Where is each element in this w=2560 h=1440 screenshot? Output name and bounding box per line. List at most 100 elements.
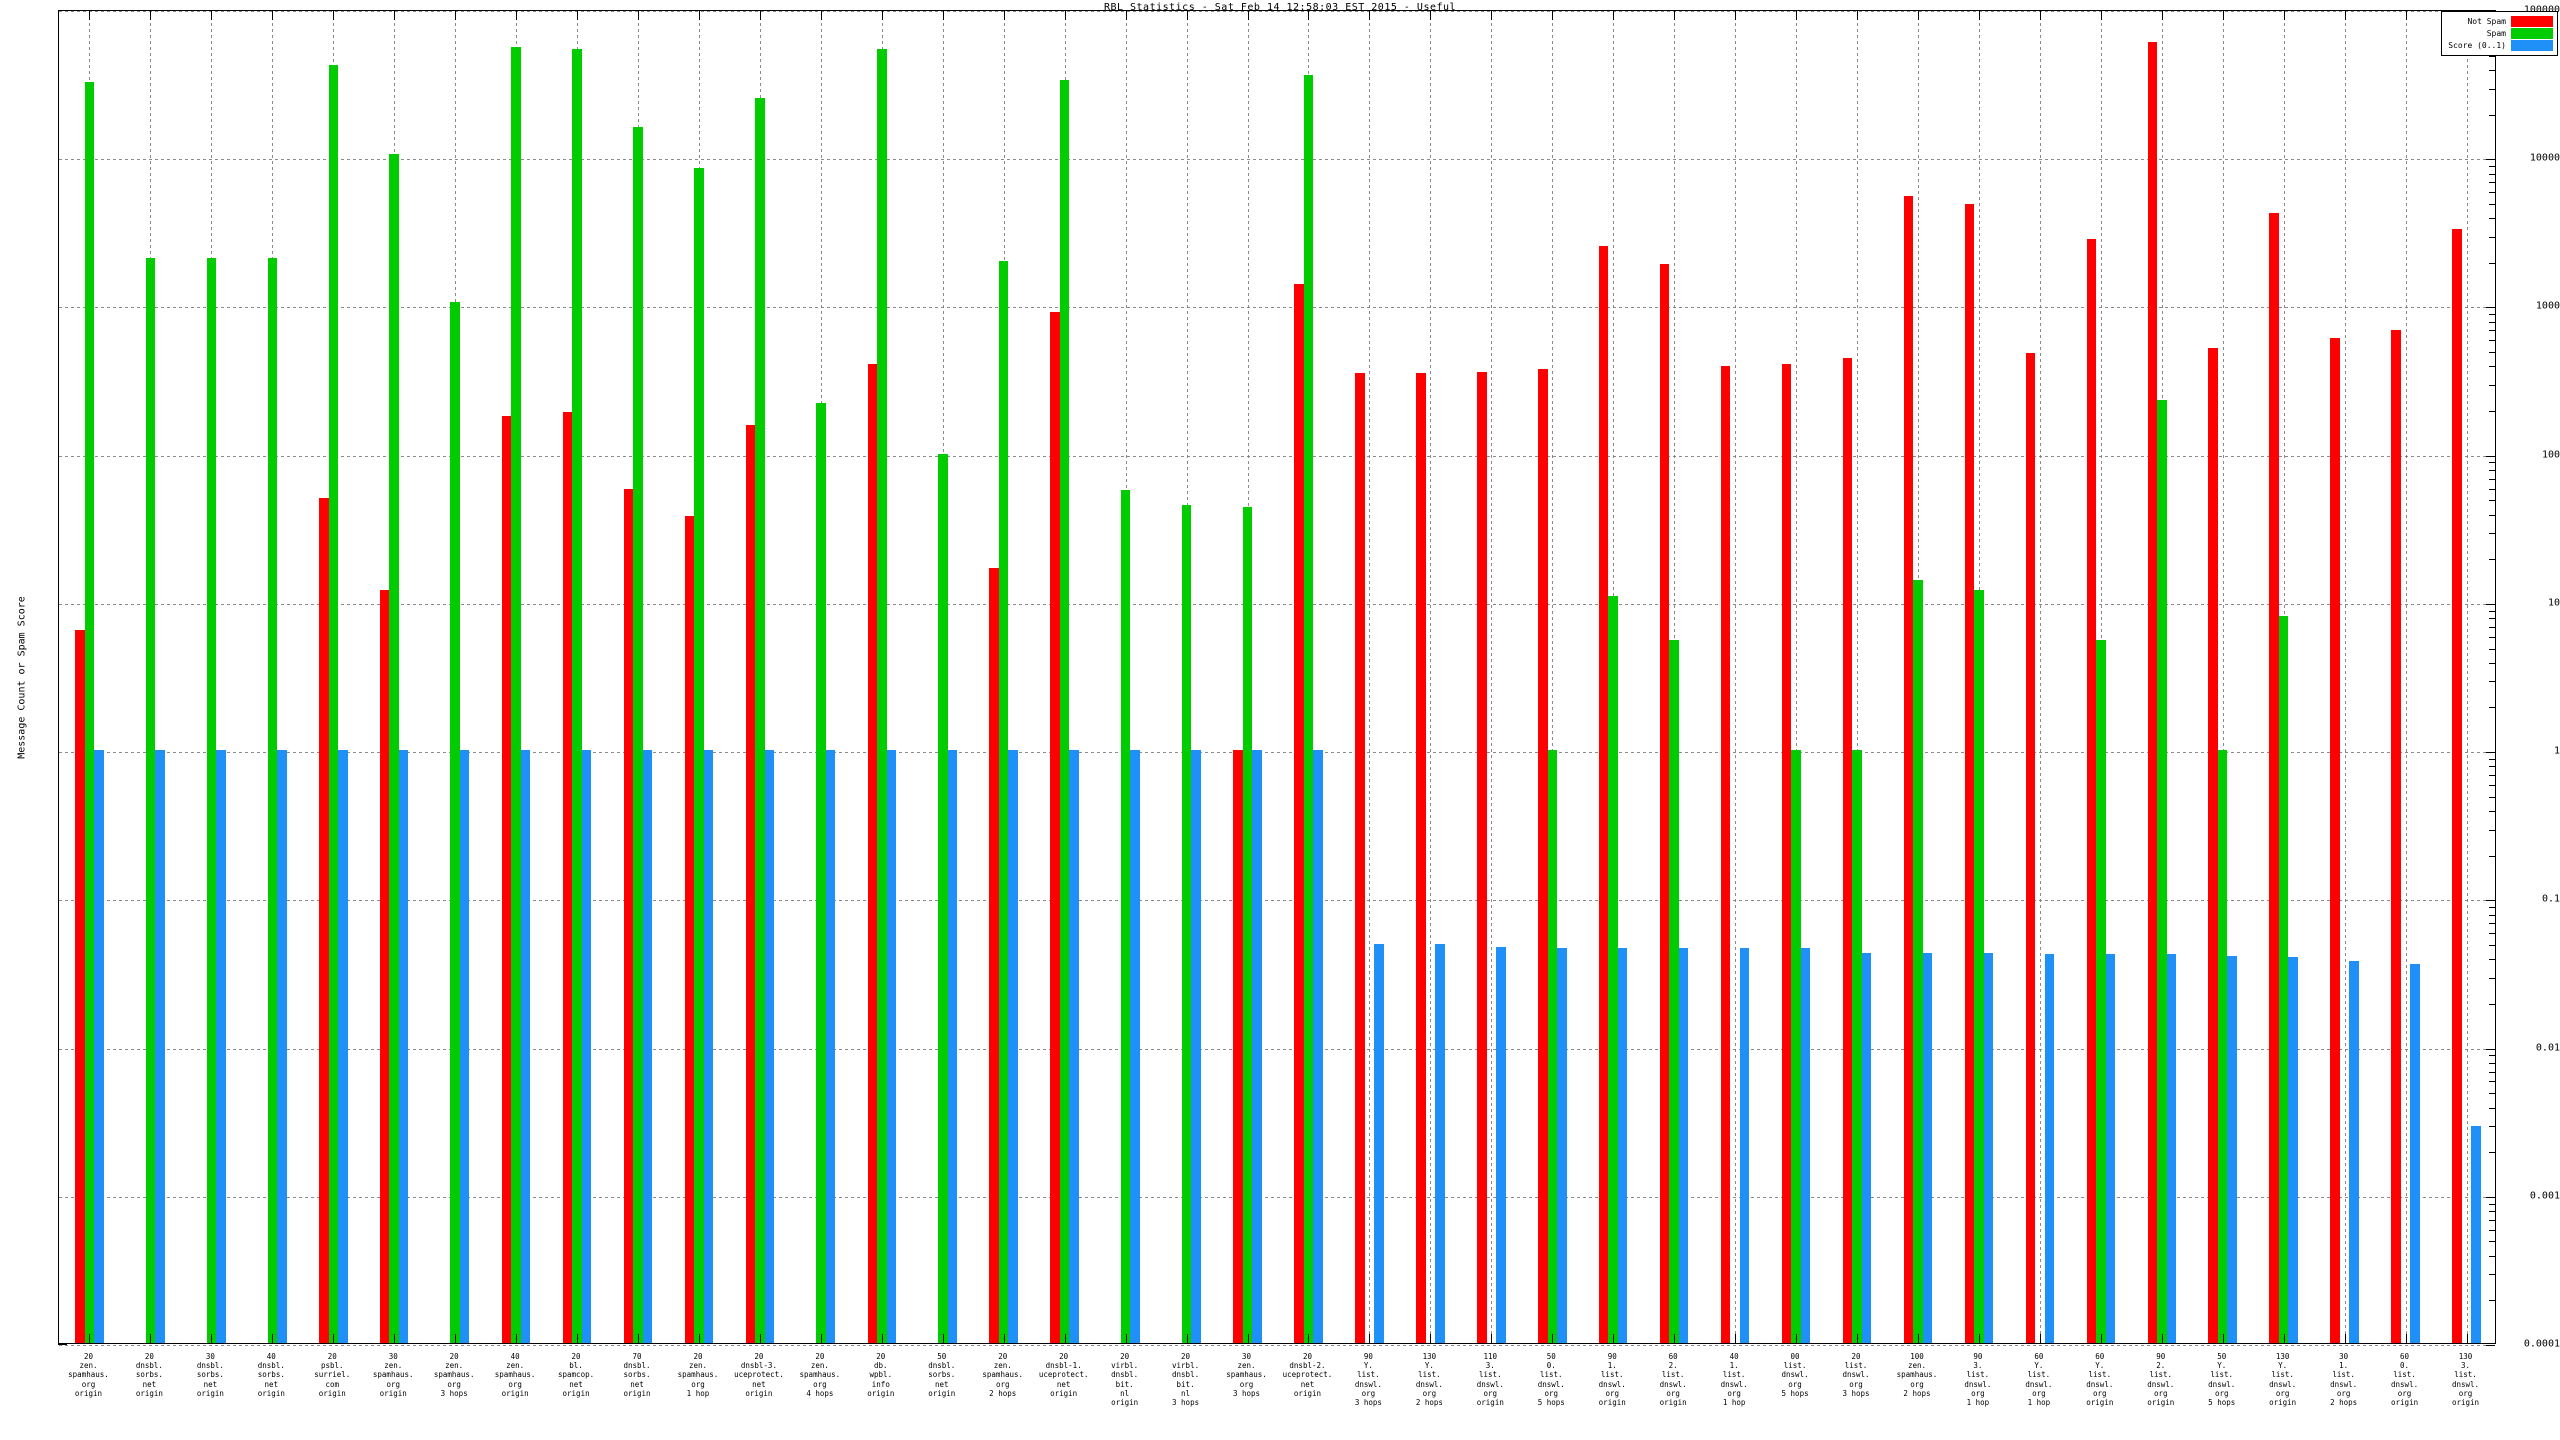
bar-not-spam [623,488,634,1343]
x-tick-mark-top [2162,11,2163,20]
x-tick-label: 130 Y. list. dnswl. org origin [2269,1352,2297,1408]
bar-score [1374,944,1384,1343]
x-tick-mark [760,1334,761,1343]
x-tick-mark-top [1491,11,1492,20]
bar-spam [84,82,95,1343]
bar-not-spam [2391,330,2401,1343]
v-grid-line [2467,11,2468,1343]
legend-swatch-not-spam [2511,16,2553,27]
v-grid-line [1735,11,1736,1343]
y-minor-tick-right [2489,1219,2495,1221]
x-tick-mark [1430,1334,1431,1343]
x-tick-mark-top [89,11,90,20]
h-grid-line [59,455,2495,457]
x-tick-mark-top [2345,11,2346,20]
x-tick-mark [2223,1334,2224,1343]
bar-not-spam [1050,312,1060,1343]
x-tick-mark [1674,1334,1675,1343]
x-tick-mark [2040,1334,2041,1343]
bar-score [825,750,836,1343]
legend-swatch-score [2511,40,2553,51]
y-minor-tick-right [2489,533,2495,535]
bar-spam [1181,505,1192,1343]
bar-not-spam [1538,369,1548,1343]
h-grid-line [59,307,2495,309]
x-tick-mark [2406,1334,2407,1343]
bar-spam [755,98,765,1343]
bar-not-spam [2452,228,2462,1343]
x-tick-mark-top [1979,11,1980,20]
x-tick-mark [1552,1334,1553,1343]
y-minor-tick-right [2489,907,2495,909]
bar-not-spam [1598,246,1609,1343]
bar-spam [389,154,399,1343]
y-minor-tick-right [2489,707,2495,709]
bar-score [1922,952,1933,1343]
y-tick-mark-right [2486,159,2495,161]
v-grid-line [2406,11,2407,1343]
bar-score [886,750,897,1343]
h-grid-line [59,159,2495,161]
bar-score [703,750,714,1343]
x-tick-mark [2345,1334,2346,1343]
y-minor-tick-right [2489,321,2495,323]
y-tick-mark-right [2486,1196,2495,1198]
bar-spam [1852,750,1862,1343]
x-tick-mark-top [1187,11,1188,20]
x-tick-mark [943,1334,944,1343]
bar-not-spam [379,590,390,1343]
x-tick-mark-top [1674,11,1675,20]
x-tick-label: 20 zen. spamhaus. org origin [68,1352,109,1398]
y-tick-label: 1 [2553,745,2560,757]
legend-label-spam: Spam [2486,29,2506,38]
x-tick-mark-top [2223,11,2224,20]
bar-score [1313,750,1323,1343]
h-grid-line [59,900,2495,902]
x-tick-mark [638,1334,639,1343]
x-tick-label: 30 1. list. dnswl. org 2 hops [2330,1352,2358,1408]
bar-spam [2096,640,2106,1343]
x-tick-label: 20 virbl. dnsbl. bit. nl 3 hops [1172,1352,1200,1408]
bar-score [216,750,226,1343]
y-tick-mark [58,1344,67,1345]
bar-spam [145,257,156,1343]
y-tick-mark-right [2486,1048,2495,1050]
y-minor-tick-right [2489,829,2495,831]
bar-score [155,750,165,1343]
legend-item-not-spam: Not Spam [2448,16,2553,27]
y-tick-label: 0.01 [2535,1042,2560,1054]
bar-score [1557,948,1567,1343]
y-tick-label: 100000 [2523,4,2560,16]
y-minor-tick-right [2489,618,2495,620]
y-tick-mark-right [2486,603,2495,605]
bar-spam [1913,580,1923,1343]
bar-spam [511,47,521,1343]
bar-spam [1303,74,1314,1343]
v-grid-line [1552,11,1553,1343]
y-minor-tick-right [2489,514,2495,516]
y-tick-label: 0.001 [2529,1190,2560,1202]
x-tick-mark-top [1613,11,1614,20]
legend-swatch-spam [2511,28,2553,39]
bar-spam [1059,80,1070,1343]
legend-label-not-spam: Not Spam [2467,17,2506,26]
x-tick-mark [1004,1334,1005,1343]
bar-not-spam [1720,366,1731,1343]
y-minor-tick-right [2489,610,2495,612]
bar-not-spam [2269,213,2279,1343]
bar-not-spam [319,498,329,1343]
x-tick-mark-top [1552,11,1553,20]
x-tick-mark-top [516,11,517,20]
y-minor-tick-right [2489,236,2495,238]
bar-spam [1974,590,1984,1343]
y-minor-tick-right [2489,314,2495,316]
y-tick-mark-right [2486,455,2495,457]
y-minor-tick-right [2489,775,2495,777]
x-tick-label: 50 Y. list. dnswl. org 5 hops [2208,1352,2236,1408]
x-tick-mark [1126,1334,1127,1343]
y-minor-tick-right [2489,203,2495,205]
bar-spam [1120,489,1131,1343]
y-tick-label: 10 [2547,597,2560,609]
bar-score [1435,944,1445,1343]
